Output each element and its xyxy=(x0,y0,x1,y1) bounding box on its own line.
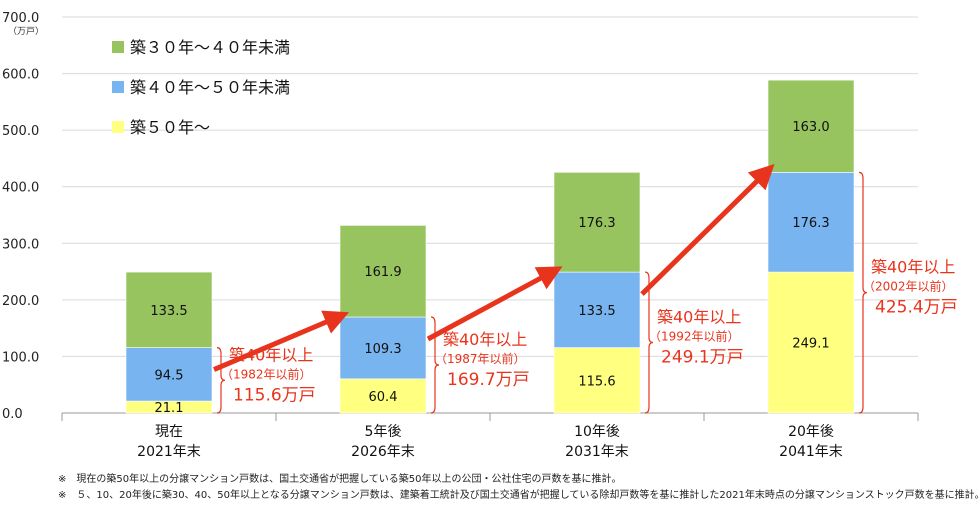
annotation-period: （2002年以前） xyxy=(863,279,954,294)
bar-segment xyxy=(125,347,213,402)
legend-swatch xyxy=(112,121,124,133)
annotation-period: （1982年以前） xyxy=(221,366,312,381)
bar-segment xyxy=(339,225,427,318)
annotation-period: （1987年以前） xyxy=(435,351,526,366)
x-tick-label: 2041年末 xyxy=(779,444,843,460)
x-tick-label: 2021年末 xyxy=(137,444,201,460)
x-tick-label: 10年後 xyxy=(574,424,620,440)
bar-value-label: 133.5 xyxy=(150,304,187,319)
x-tick-label: 20年後 xyxy=(788,424,834,440)
trend-arrow xyxy=(213,310,350,372)
bar-value-label: 133.5 xyxy=(578,304,615,319)
y-axis-unit: （万戸） xyxy=(8,26,44,37)
y-axis: 0.0 100.0 200.0 300.0 400.0 500.0 600.0 700.0 xyxy=(2,11,39,422)
bar-value-label: 163.0 xyxy=(792,120,829,135)
bar-segment xyxy=(125,271,213,348)
y-tick-label: 400.0 xyxy=(2,181,39,196)
annotation-total: 115.6万戸 xyxy=(233,385,316,405)
annotation-bracket xyxy=(858,171,868,414)
y-tick-label: 700.0 xyxy=(2,11,39,26)
x-tick-label: 2031年末 xyxy=(565,444,629,460)
annotation-bracket xyxy=(216,347,226,414)
annotation-bracket xyxy=(430,316,440,414)
annotation-total: 425.4万戸 xyxy=(875,298,958,318)
legend-label: 築４０年～５０年未満 xyxy=(130,78,290,97)
x-tick-label: 2026年末 xyxy=(351,444,415,460)
annotation-total: 249.1万戸 xyxy=(661,348,744,368)
annotation-title: 築40年以上 xyxy=(443,330,527,349)
bar-value-label: 161.9 xyxy=(364,265,401,280)
bars: 21.1 94.5 133.5 60.4 109.3 161.9 115.6 133.5 176… xyxy=(125,79,855,416)
trend-arrows xyxy=(213,163,775,372)
bar-value-label: 21.1 xyxy=(155,401,184,416)
bar-segment xyxy=(767,271,855,414)
x-tick-label: 5年後 xyxy=(365,424,402,440)
y-tick-label: 300.0 xyxy=(2,237,39,252)
bar-value-label: 115.6 xyxy=(578,374,615,389)
bar-segment xyxy=(553,347,641,414)
bar-segment xyxy=(767,79,855,173)
footnote-2: ※ ５、10、20年後に築30、40、50年以上となる分譲マンション戸数は、建築… xyxy=(58,490,980,501)
legend-swatch xyxy=(112,81,124,93)
bar-value-label: 176.3 xyxy=(578,216,615,231)
legend-swatch xyxy=(112,41,124,53)
annotation-period: （1992年以前） xyxy=(649,329,740,344)
bar-value-label: 176.3 xyxy=(792,216,829,231)
y-tick-label: 0.0 xyxy=(2,407,23,422)
stacked-bar-chart: 0.0 100.0 200.0 300.0 400.0 500.0 600.0 700.0 （… xyxy=(2,11,958,460)
x-tick-label: 現在 xyxy=(155,424,183,440)
bar-value-label: 109.3 xyxy=(364,342,401,357)
annotation-bracket xyxy=(644,271,654,414)
y-tick-label: 600.0 xyxy=(2,68,39,83)
y-tick-label: 100.0 xyxy=(2,350,39,365)
annotation-title: 築40年以上 xyxy=(229,345,313,364)
legend-label: 築３０年～４０年未満 xyxy=(130,38,290,57)
y-tick-label: 200.0 xyxy=(2,294,39,309)
footnote-1: ※ 現在の築50年以上の分譲マンション戸数は、国土交通省が把握している築50年以… xyxy=(58,474,622,485)
annotation-title: 築40年以上 xyxy=(657,308,741,327)
bar-segment xyxy=(767,172,855,273)
bar-value-label: 60.4 xyxy=(369,390,398,405)
bar-segment xyxy=(339,378,427,414)
annotations: 築40年以上 （1982年以前） 115.6万戸 築40年以上 （1987年以前） 169… xyxy=(216,171,958,414)
y-tick-label: 500.0 xyxy=(2,124,39,139)
trend-arrow xyxy=(426,266,563,342)
bar-value-label: 249.1 xyxy=(792,337,829,352)
bar-value-label: 94.5 xyxy=(155,368,184,383)
bar-segment xyxy=(339,316,427,380)
annotation-title: 築40年以上 xyxy=(871,258,955,277)
trend-arrow xyxy=(640,163,775,296)
bar-segment xyxy=(553,172,641,273)
x-axis-labels: 現在 2021年末 5年後 2026年末 10年後 2031年末 20年後 2041年末 xyxy=(137,424,843,460)
annotation-total: 169.7万戸 xyxy=(447,370,530,390)
legend-label: 築５０年～ xyxy=(130,118,210,137)
